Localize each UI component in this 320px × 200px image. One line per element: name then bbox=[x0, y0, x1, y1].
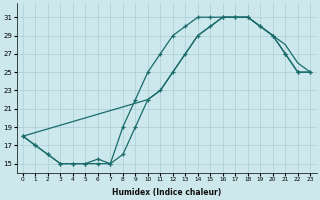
X-axis label: Humidex (Indice chaleur): Humidex (Indice chaleur) bbox=[112, 188, 221, 197]
